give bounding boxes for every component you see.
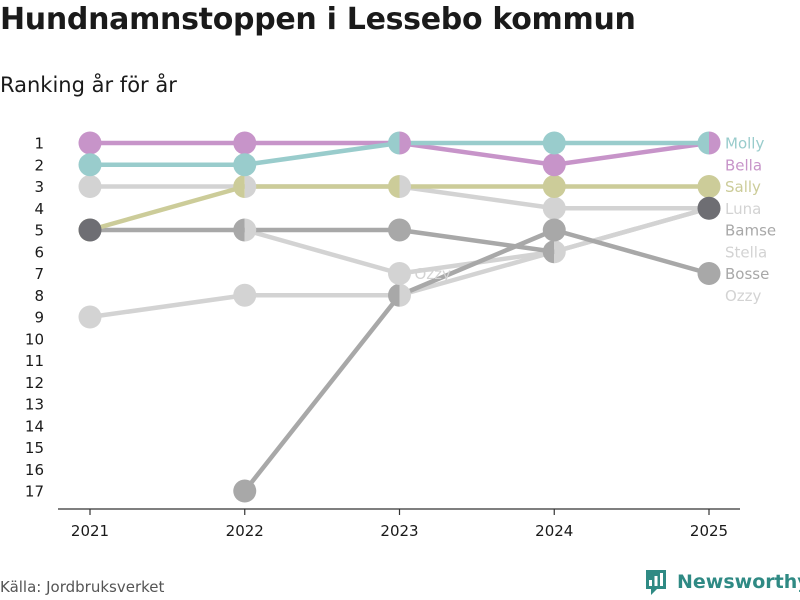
marker-2022-rank-8 [233, 283, 257, 307]
marker-2023-rank-7 [388, 262, 411, 285]
y-tick-label-17: 17 [25, 483, 44, 501]
marker-2024-rank-2 [542, 153, 566, 177]
marker-2023-rank-3-right-half [399, 175, 412, 198]
marker-2023-rank-3-left-half [388, 175, 400, 198]
marker-2024-rank-6-left-half [542, 240, 555, 264]
series-markers [78, 131, 721, 503]
marker-2023-rank-8-left-half [388, 283, 400, 307]
marker-2024-rank-4 [542, 196, 566, 220]
marker-2023-rank-8-right-half [399, 283, 412, 307]
y-tick-label-3: 3 [34, 178, 44, 196]
y-tick-label-12: 12 [25, 374, 44, 392]
marker-2025-rank-7 [697, 262, 721, 285]
y-tick-label-13: 13 [25, 396, 44, 414]
marker-2021-rank-9 [78, 305, 102, 329]
marker-2024-rank-5 [542, 218, 566, 242]
marker-2021-rank-1 [78, 131, 102, 155]
chart-title: Hundnamnstoppen i Lessebo kommun [0, 2, 636, 37]
x-axis-ticks: 2021 2022 2023 2024 2025 [71, 509, 728, 540]
y-tick-label-6: 6 [34, 243, 44, 261]
y-tick-label-5: 5 [34, 222, 44, 240]
marker-2022-rank-5-left-half [233, 218, 245, 242]
y-tick-label-16: 16 [25, 461, 44, 479]
y-tick-label-15: 15 [25, 439, 44, 457]
newsworthy-brand[interactable]: Newsworthy [644, 568, 800, 596]
marker-2025-rank-1-left-half [697, 131, 709, 155]
y-tick-label-9: 9 [34, 309, 44, 327]
y-tick-label-11: 11 [25, 352, 44, 370]
y-tick-label-1: 1 [34, 135, 44, 153]
y-tick-label-8: 8 [34, 287, 44, 305]
marker-highlight-2021-rank-5 [78, 218, 102, 242]
marker-2024-rank-6-right-half [554, 240, 566, 264]
marker-2022-rank-5-right-half [244, 218, 257, 242]
newsworthy-logo-icon [646, 570, 666, 595]
x-tick-label-2025: 2025 [690, 522, 728, 540]
marker-2025-rank-1-right-half [709, 131, 721, 155]
marker-2022-rank-1 [233, 131, 257, 155]
chart-subtitle: Ranking år för år [0, 73, 177, 97]
annotation-ozzy: Ozzy [415, 265, 452, 283]
end-label-ozzy: Ozzy [725, 287, 762, 305]
end-label-bosse: Bosse [725, 265, 769, 283]
end-label-sally: Sally [725, 178, 761, 196]
marker-2021-rank-3 [78, 175, 102, 198]
marker-2023-rank-1-right-half [399, 131, 412, 155]
x-tick-label-2022: 2022 [226, 522, 264, 540]
marker-2024-rank-1 [542, 131, 566, 155]
source-note: Källa: Jordbruksverket [0, 578, 165, 596]
marker-2022-rank-3-right-half [244, 175, 257, 198]
x-tick-label-2023: 2023 [380, 522, 418, 540]
end-label-molly: Molly [725, 135, 764, 153]
y-tick-label-2: 2 [34, 156, 44, 174]
y-tick-label-10: 10 [25, 330, 44, 348]
y-tick-label-4: 4 [34, 200, 44, 218]
marker-2022-rank-2 [233, 153, 257, 177]
marker-2023-rank-1-left-half [388, 131, 400, 155]
marker-2024-rank-3 [542, 175, 566, 198]
marker-2023-rank-5 [388, 218, 411, 242]
newsworthy-brand-name: Newsworthy [677, 571, 800, 593]
marker-2021-rank-2 [78, 153, 102, 177]
end-label-stella: Stella [725, 243, 767, 261]
end-label-bamse: Bamse [725, 222, 776, 240]
marker-2025-rank-3 [697, 175, 721, 198]
end-label-luna: Luna [725, 200, 761, 218]
x-tick-label-2021: 2021 [71, 522, 109, 540]
x-tick-label-2024: 2024 [535, 522, 573, 540]
series-line-bosse [242, 227, 712, 494]
marker-2022-rank-3-left-half [233, 175, 245, 198]
marker-2022-rank-17 [233, 479, 257, 503]
end-labels: Ozzy Stella Luna Bosse Bamse Sally Bella Molly [725, 135, 776, 305]
y-tick-label-14: 14 [25, 417, 44, 435]
series-line-bamse [87, 227, 557, 254]
marker-highlight-2025-rank-4 [697, 196, 721, 220]
end-label-bella: Bella [725, 156, 762, 174]
y-tick-label-7: 7 [34, 265, 44, 283]
annotations: Ozzy [415, 265, 452, 283]
